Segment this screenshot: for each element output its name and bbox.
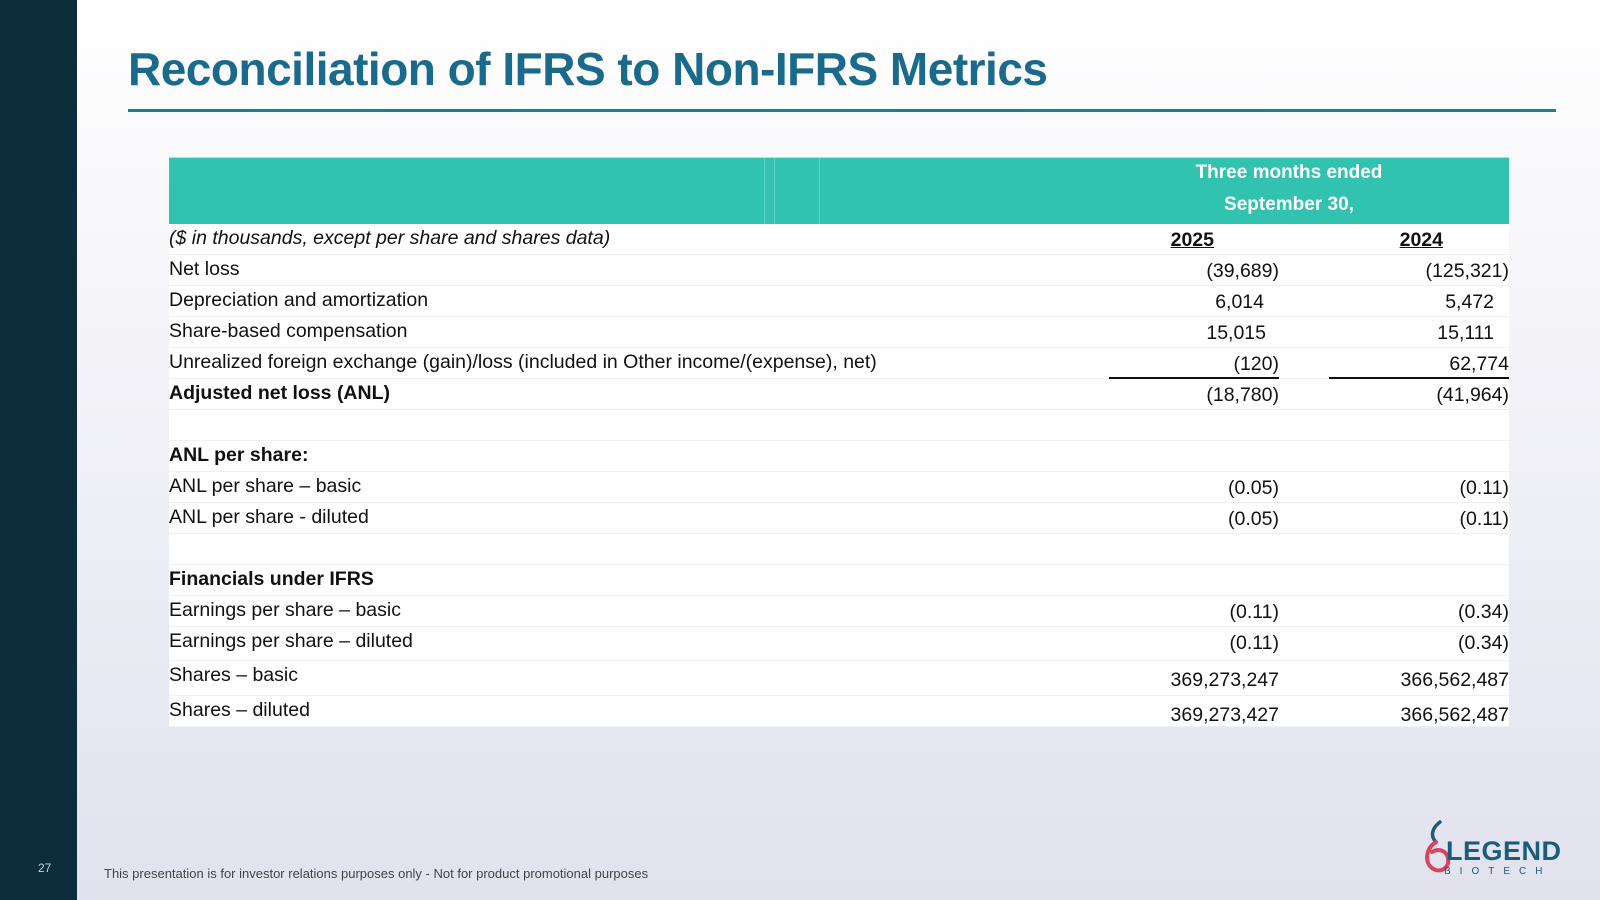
row-label: ANL per share – basic: [169, 475, 362, 497]
row-value-2025: (0.11): [1229, 632, 1280, 654]
header-divider: [764, 158, 765, 224]
row-value-2024: 62,774: [1449, 353, 1509, 375]
table-row: Shares – diluted 369,273,427 366,562,487: [169, 696, 1509, 727]
logo-wordmark: LEGEND: [1446, 836, 1562, 866]
row-value-2025: (0.05): [1228, 477, 1279, 499]
header-divider: [774, 158, 775, 224]
row-value-2025: (0.05): [1228, 508, 1279, 530]
row-value-2025: (39,689): [1206, 260, 1279, 282]
page-title: Reconciliation of IFRS to Non-IFRS Metri…: [128, 43, 1048, 95]
row-value-2024: 15,111: [1437, 322, 1494, 344]
reconciliation-table: Three months ended September 30, ($ in t…: [169, 157, 1509, 727]
company-logo: LEGEND BIOTECH: [1418, 818, 1561, 878]
table-row: Unrealized foreign exchange (gain)/loss …: [169, 348, 1509, 379]
row-value-2024: (0.11): [1459, 477, 1510, 499]
row-value-2024: (41,964): [1436, 384, 1509, 406]
table-row-section: Financials under IFRS: [169, 565, 1509, 596]
logo-mark-icon: [1425, 820, 1451, 873]
table-header-band: Three months ended September 30,: [169, 157, 1509, 224]
table-row-spacer: [169, 410, 1509, 441]
table-row: Depreciation and amortization 6,014 5,47…: [169, 286, 1509, 317]
row-label: Earnings per share – diluted: [169, 630, 413, 652]
row-value-2025: (0.11): [1229, 601, 1280, 623]
title-divider: [128, 109, 1556, 112]
subtotal-underline: [1109, 377, 1279, 379]
row-label: Depreciation and amortization: [169, 289, 429, 311]
units-note: ($ in thousands, except per share and sh…: [169, 227, 611, 249]
logo-subtext: BIOTECH: [1444, 866, 1552, 877]
row-label: Adjusted net loss (ANL): [169, 382, 391, 404]
header-date: September 30,: [1224, 194, 1354, 215]
table-row: Earnings per share – basic (0.11) (0.34): [169, 596, 1509, 627]
row-value-2024: 5,472: [1445, 291, 1494, 313]
page-number: 27: [38, 861, 52, 875]
table-row: ANL per share - diluted (0.05) (0.11): [169, 503, 1509, 534]
row-value-2025: (18,780): [1206, 384, 1279, 406]
row-label: ANL per share - diluted: [169, 506, 369, 528]
table-row: Share-based compensation 15,015 15,111: [169, 317, 1509, 348]
table-row-total: Adjusted net loss (ANL) (18,780) (41,964…: [169, 379, 1509, 410]
row-value-2024: (0.11): [1459, 508, 1510, 530]
column-year-2025: 2025: [1170, 229, 1214, 251]
row-value-2025: (120): [1233, 353, 1279, 375]
column-year-2024: 2024: [1399, 229, 1443, 251]
row-label: Share-based compensation: [169, 320, 408, 342]
row-label: Shares – diluted: [169, 699, 310, 721]
row-value-2024: 366,562,487: [1400, 704, 1509, 726]
table-row: Net loss (39,689) (125,321): [169, 255, 1509, 286]
section-label: Financials under IFRS: [169, 568, 374, 590]
table-row-units: ($ in thousands, except per share and sh…: [169, 224, 1509, 255]
row-value-2024: (0.34): [1458, 632, 1509, 654]
header-divider: [819, 158, 820, 224]
table-row: ANL per share – basic (0.05) (0.11): [169, 472, 1509, 503]
row-value-2024: 366,562,487: [1400, 669, 1509, 691]
row-value-2024: (0.34): [1458, 601, 1509, 623]
row-value-2025: 6,014: [1215, 291, 1264, 313]
header-period: Three months ended: [1195, 162, 1383, 183]
section-label: ANL per share:: [169, 444, 309, 466]
row-value-2024: (125,321): [1425, 260, 1509, 282]
row-value-2025: 15,015: [1206, 322, 1266, 344]
table-row: Earnings per share – diluted (0.11) (0.3…: [169, 627, 1509, 661]
row-value-2025: 369,273,247: [1170, 669, 1279, 691]
row-label: Earnings per share – basic: [169, 599, 401, 621]
row-value-2025: 369,273,427: [1170, 704, 1279, 726]
row-label: Shares – basic: [169, 664, 298, 686]
disclaimer-footer: This presentation is for investor relati…: [104, 866, 649, 881]
row-label: Unrealized foreign exchange (gain)/loss …: [169, 351, 877, 373]
table-row-spacer: [169, 534, 1509, 565]
sidebar-band: 27: [0, 0, 77, 900]
subtotal-underline: [1329, 377, 1509, 379]
table-row: Shares – basic 369,273,247 366,562,487: [169, 661, 1509, 696]
table-row-section: ANL per share:: [169, 441, 1509, 472]
row-label: Net loss: [169, 258, 240, 280]
